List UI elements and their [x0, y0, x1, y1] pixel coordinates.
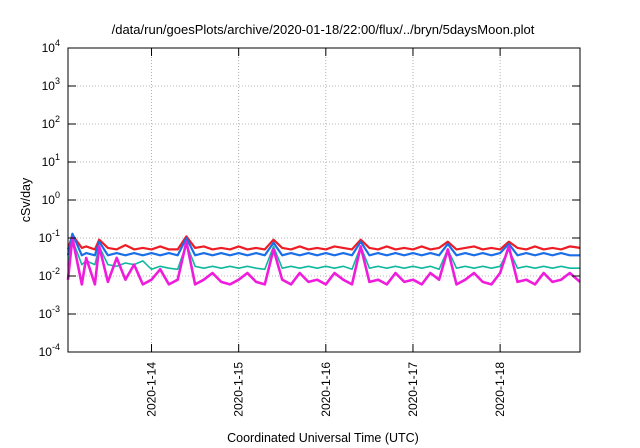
x-axis-label: Coordinated Universal Time (UTC): [227, 431, 419, 445]
y-tick-label: 103: [42, 76, 60, 93]
x-tick-label: 2020-1-14: [145, 362, 159, 417]
y-tick-label: 10-3: [39, 304, 60, 321]
x-tick-label: 2020-1-18: [493, 362, 507, 417]
y-tick-label: 104: [42, 38, 60, 55]
y-tick-label: 10-1: [39, 228, 60, 245]
x-tick-label: 2020-1-15: [232, 362, 246, 417]
series-line-2: [66, 232, 580, 257]
y-tick-label: 10-2: [39, 266, 60, 283]
x-tick-label: 2020-1-16: [319, 362, 333, 417]
series-line-1: [66, 233, 581, 251]
plot-frame: [67, 47, 581, 353]
y-axis-label: cSv/day: [19, 177, 33, 222]
chart-title: /data/run/goesPlots/archive/2020-01-18/2…: [112, 22, 535, 37]
y-tick-label: 102: [42, 114, 60, 131]
y-tick-label: 101: [42, 152, 60, 169]
series-line-4: [66, 236, 581, 286]
grid: [68, 48, 580, 352]
x-tick-label: 2020-1-17: [406, 362, 420, 417]
series-line-3: [67, 238, 580, 271]
y-tick-label: 100: [42, 190, 60, 207]
y-tick-label: 10-4: [39, 342, 60, 359]
series-group: [66, 232, 581, 286]
axes: 10-4 10-3 10-2 10-1 100 101 102 103 104 2020-1-14…: [39, 38, 581, 417]
